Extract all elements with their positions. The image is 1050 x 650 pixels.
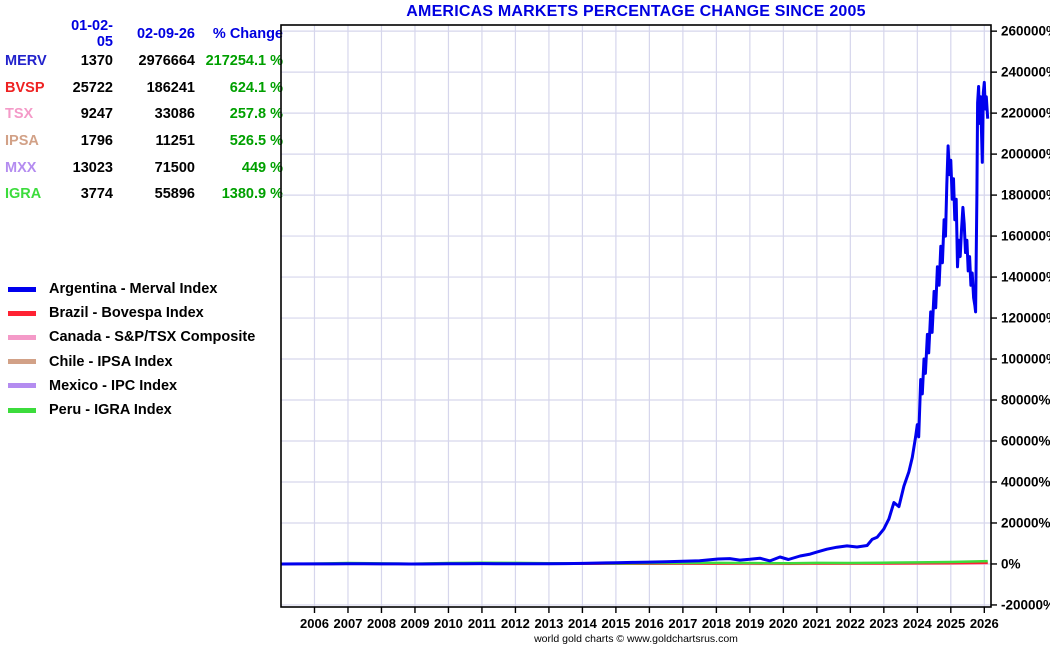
x-tick-label: 2011 [468, 616, 496, 631]
stats-table: 01-02-05 02-09-26 % Change MERV 1370 297… [5, 18, 283, 208]
x-tick-label: 2021 [802, 616, 831, 631]
y-tick-label: 200000% [1001, 147, 1050, 162]
stats-header-change: % Change [212, 26, 283, 43]
x-tick-label: 2006 [300, 616, 329, 631]
y-tick-label: 140000% [1001, 270, 1050, 285]
stats-change-value: 217254.1 % [205, 53, 283, 70]
stats-change-value: 257.8 % [229, 106, 283, 123]
x-tick-label: 2025 [936, 616, 965, 631]
legend-swatch-icon [8, 383, 36, 389]
stats-ticker: TSX [5, 106, 34, 123]
y-tick-label: 120000% [1001, 311, 1050, 326]
x-tick-label: 2013 [534, 616, 563, 631]
stats-end-value: 55896 [154, 186, 195, 203]
legend-label: Chile - IPSA Index [49, 353, 173, 370]
footer-attribution: world gold charts © www.goldchartsrus.co… [534, 633, 738, 645]
x-tick-label: 2022 [836, 616, 865, 631]
x-tick-label: 2012 [501, 616, 530, 631]
stats-end-value: 33086 [154, 106, 195, 123]
x-tick-label: 2014 [568, 616, 598, 631]
series-line-merv [280, 80, 990, 566]
legend-item-peru: Peru - IGRA Index [8, 398, 255, 422]
legend-label: Peru - IGRA Index [49, 402, 172, 419]
stats-change-value: 1380.9 % [221, 186, 283, 203]
legend-swatch-icon [8, 286, 36, 292]
y-tick-label: 80000% [1001, 393, 1050, 408]
legend-swatch-icon [8, 407, 36, 413]
stats-end-value: 71500 [154, 159, 195, 176]
x-tick-label: 2026 [970, 616, 999, 631]
legend-item-argentina: Argentina - Merval Index [8, 277, 255, 301]
x-tick-label: 2015 [601, 616, 630, 631]
legend-label: Brazil - Bovespa Index [49, 305, 204, 322]
stats-change-value: 624.1 % [229, 79, 283, 96]
y-tick-label: 20000% [1001, 515, 1050, 530]
stats-header-start-date: 01-02-05 [71, 18, 113, 51]
x-tick-label: 2007 [334, 616, 363, 631]
chart-title: AMERICAS MARKETS PERCENTAGE CHANGE SINCE… [406, 3, 866, 20]
y-tick-label: 60000% [1001, 434, 1050, 449]
x-tick-label: 2024 [903, 616, 933, 631]
stats-change-value: 526.5 % [229, 133, 283, 150]
legend-label: Mexico - IPC Index [49, 377, 178, 394]
x-tick-label: 2020 [769, 616, 798, 631]
plot-area: 2006 2007 2008 2009 2010 2011 2012 2013 2014 2015… [280, 24, 1050, 631]
stats-header-end-date: 02-09-26 [136, 26, 195, 43]
stats-end-value: 186241 [146, 79, 195, 96]
stats-end-value: 2976664 [138, 53, 195, 70]
legend: Argentina - Merval Index Brazil - Bovesp… [8, 277, 255, 422]
y-tick-label: -20000% [1001, 597, 1050, 612]
plot-border [280, 24, 992, 608]
legend-item-chile: Chile - IPSA Index [8, 350, 255, 374]
stats-start-value: 9247 [80, 106, 113, 123]
y-tick-label: 220000% [1001, 106, 1050, 121]
y-tick-label: 160000% [1001, 229, 1050, 244]
stats-start-value: 13023 [72, 159, 113, 176]
stats-change-value: 449 % [241, 159, 283, 176]
stats-start-value: 1370 [80, 53, 113, 70]
stats-start-value: 3774 [80, 186, 113, 203]
stats-end-value: 11251 [155, 133, 195, 150]
legend-item-brazil: Brazil - Bovespa Index [8, 301, 255, 325]
x-tick-label: 2018 [702, 616, 731, 631]
y-tick-label: 0% [1001, 556, 1021, 571]
x-tick-label: 2019 [735, 616, 764, 631]
stats-ticker: BVSP [5, 79, 45, 96]
legend-swatch-icon [8, 359, 36, 365]
legend-label: Canada - S&P/TSX Composite [49, 329, 256, 346]
y-tick-label: 40000% [1001, 474, 1050, 489]
legend-item-canada: Canada - S&P/TSX Composite [8, 325, 255, 349]
legend-label: Argentina - Merval Index [49, 281, 218, 298]
y-tick-label: 260000% [1001, 24, 1050, 39]
stats-ticker: MERV [5, 53, 47, 70]
stats-ticker: IGRA [5, 186, 42, 203]
y-tick-label: 180000% [1001, 188, 1050, 203]
x-tick-label: 2009 [401, 616, 430, 631]
y-tick-label: 240000% [1001, 65, 1050, 80]
legend-item-mexico: Mexico - IPC Index [8, 374, 255, 398]
legend-swatch-icon [8, 334, 36, 340]
stats-ticker: MXX [5, 159, 37, 176]
x-tick-label: 2008 [367, 616, 396, 631]
x-tick-label: 2017 [668, 616, 697, 631]
x-tick-label: 2010 [434, 616, 463, 631]
y-tick-label: 100000% [1001, 352, 1050, 367]
legend-swatch-icon [8, 310, 36, 316]
stats-ticker: IPSA [5, 133, 39, 150]
x-tick-label: 2016 [635, 616, 664, 631]
x-tick-label: 2023 [869, 616, 898, 631]
stats-start-value: 1796 [80, 133, 113, 150]
stats-start-value: 25722 [72, 79, 113, 96]
